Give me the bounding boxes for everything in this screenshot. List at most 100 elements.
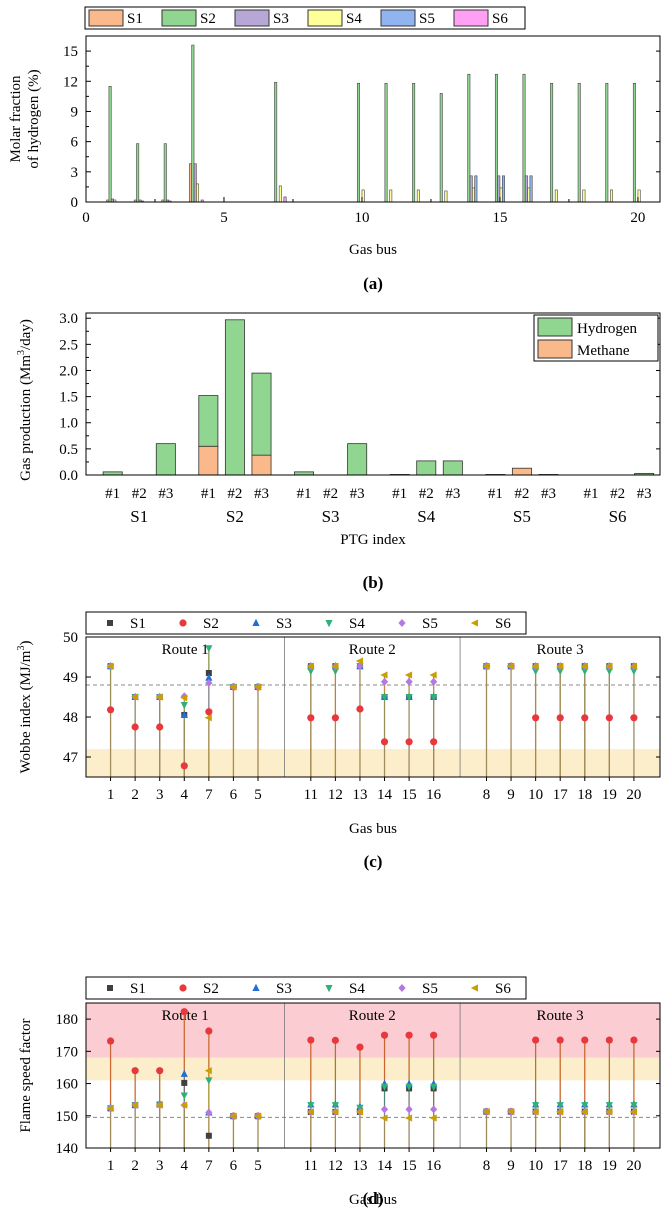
xtick-label-bus8: 8	[483, 787, 491, 803]
legend-label-S6: S6	[495, 981, 511, 997]
legend-marker-S4	[325, 985, 333, 993]
bar-S2-bus19	[605, 82, 609, 203]
marker-S6-bus8	[482, 662, 490, 670]
marker-S6-bus10	[531, 1108, 539, 1116]
marker-S2-bus17	[556, 1036, 564, 1044]
legend-label-S5: S5	[422, 981, 438, 997]
marker-S6-bus18	[580, 662, 588, 670]
xtick-label-bus11: 11	[304, 1158, 318, 1174]
legend-marker-S1	[107, 985, 113, 991]
xtick-label-bus10: 10	[528, 787, 543, 803]
sublabel-2: #3	[158, 486, 173, 502]
legend-marker-S2	[179, 619, 187, 627]
xtick-label-bus17: 17	[553, 1158, 569, 1174]
xtick-label-bus19: 19	[602, 1158, 617, 1174]
sublabel-9: #1	[392, 486, 407, 502]
marker-S6-bus20	[629, 1108, 637, 1116]
bar-S2-bus10	[356, 82, 360, 203]
marker-S6-bus18	[580, 1108, 588, 1116]
marker-S1-bus7	[205, 670, 212, 676]
marker-S4-bus11	[307, 1102, 315, 1110]
marker-S4-bus11	[307, 668, 315, 676]
marker-S6-bus7	[204, 1067, 212, 1075]
bar-S2-bus7	[274, 81, 278, 203]
marker-S5-bus13	[356, 662, 364, 671]
marker-S6-bus4	[180, 1101, 188, 1109]
legend-marker-S5	[398, 984, 406, 992]
marker-S6-bus14	[380, 671, 388, 679]
marker-S6-bus2	[130, 1101, 139, 1109]
marker-S5-bus14	[380, 677, 389, 686]
marker-S4-bus14	[380, 694, 389, 702]
marker-S6-bus2	[130, 693, 139, 701]
marker-S2-bus11	[307, 1036, 315, 1044]
marker-S6-bus19	[605, 1108, 613, 1116]
threshold-band-light	[86, 1057, 660, 1081]
marker-S4-bus15	[405, 1083, 413, 1091]
marker-S6-bus9	[506, 662, 515, 670]
xtick-label-bus7: 7	[205, 1158, 213, 1174]
bar-S2-bus17	[550, 82, 554, 203]
xtick-label-a: 20	[630, 210, 645, 226]
marker-S6-bus13	[355, 657, 363, 665]
group-label-S1: S1	[130, 507, 148, 526]
xtick-label-bus15: 15	[402, 1158, 417, 1174]
bar-S4-bus18	[582, 189, 586, 203]
sublabel-16: #2	[610, 486, 625, 502]
bar-hydrogen-10	[416, 460, 437, 476]
xtick-label-bus14: 14	[377, 1158, 393, 1174]
group-label-S2: S2	[226, 507, 244, 526]
marker-S2-bus15	[405, 738, 413, 746]
marker-S2-bus1	[106, 1037, 115, 1045]
marker-S4-bus12	[331, 1102, 339, 1110]
marker-S4-bus4	[180, 702, 188, 710]
xlabel-a: Gas bus	[349, 242, 397, 258]
marker-S2-bus19	[605, 1036, 613, 1044]
sublabel-14: #3	[541, 486, 556, 502]
marker-S1-bus7	[205, 1132, 212, 1139]
bar-S5-bus15	[501, 175, 505, 203]
marker-S4-bus16	[430, 694, 438, 702]
marker-S6-bus12	[331, 1108, 339, 1116]
marker-S5-bus16	[430, 677, 438, 686]
xtick-label-bus12: 12	[328, 787, 343, 803]
legend-label-S3: S3	[276, 981, 292, 997]
ylabel: Flame speed factor	[18, 1018, 34, 1132]
xtick-label-bus14: 14	[377, 787, 393, 803]
ytick-label-b: 3.0	[59, 311, 78, 327]
bar-hydrogen-5	[251, 372, 272, 456]
ylabel: Wobbe index (MJ/m3)	[16, 641, 34, 774]
group-label-S4: S4	[417, 507, 435, 526]
xtick-label-bus15: 15	[402, 787, 417, 803]
marker-S2-bus4	[180, 1008, 188, 1016]
marker-S6-bus5	[253, 1112, 261, 1120]
xlabel-b: PTG index	[340, 532, 406, 548]
sublabel-5: #3	[254, 486, 269, 502]
legend-swatch-hydrogen	[537, 317, 573, 337]
bar-hydrogen-2	[155, 443, 176, 476]
marker-S4-bus20	[630, 1102, 638, 1110]
bar-hydrogen-11	[442, 460, 463, 476]
legend-marker-S6	[470, 984, 478, 992]
caption-b: (b)	[363, 573, 384, 592]
marker-S2-bus2	[131, 1067, 139, 1075]
marker-S3-bus4	[180, 710, 188, 718]
xtick-label-bus12: 12	[328, 1158, 343, 1174]
marker-S5-bus15	[405, 1105, 413, 1114]
legend-marker-S4	[325, 620, 333, 628]
route-label-1: Route 1	[162, 642, 209, 658]
ytick-label-b: 2.0	[59, 363, 78, 379]
marker-S4-bus10	[532, 668, 540, 676]
bar-methane-13	[511, 467, 532, 476]
group-label-S5: S5	[513, 507, 531, 526]
legend-swatch-S6	[453, 9, 489, 27]
ytick-label-b: 1.0	[59, 416, 78, 432]
marker-S4-bus7	[205, 1077, 213, 1085]
ytick-label: 180	[56, 1012, 79, 1028]
marker-S6-bus9	[506, 1107, 515, 1116]
xtick-label-bus13: 13	[352, 1158, 367, 1174]
xtick-label-bus16: 16	[426, 787, 442, 803]
bar-S2-bus1	[108, 86, 112, 203]
legend-label-S4: S4	[349, 616, 365, 632]
sublabel-0: #1	[105, 486, 120, 502]
